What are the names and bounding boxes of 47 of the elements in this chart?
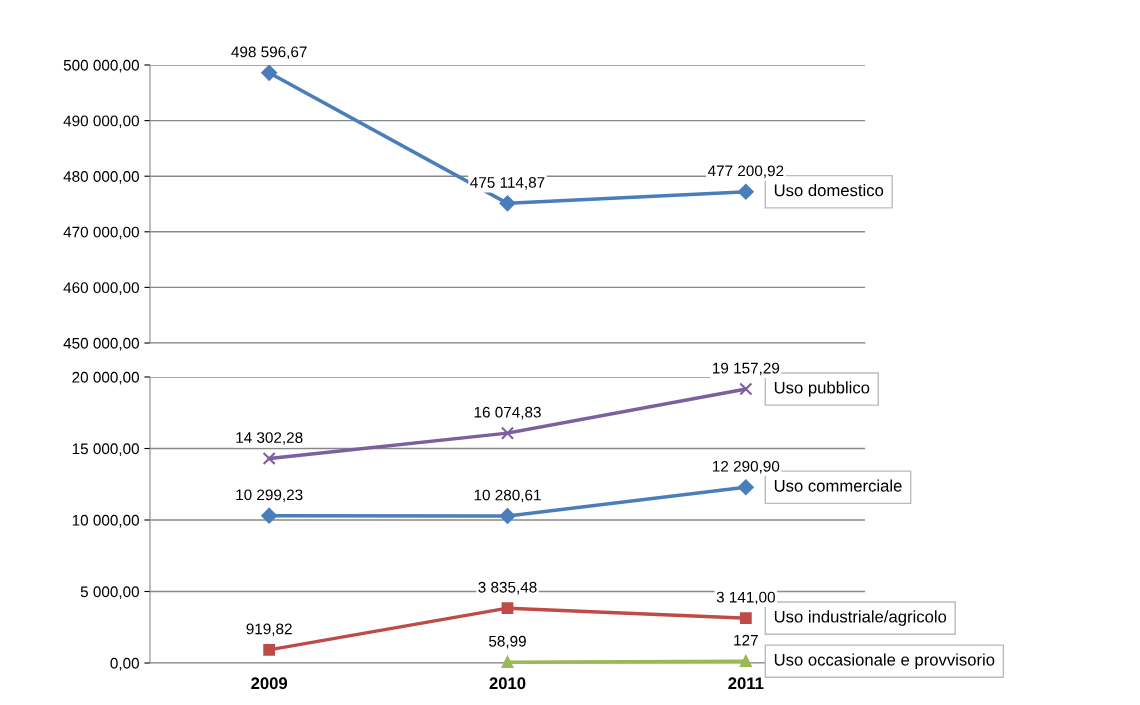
data-label: 498 596,67 bbox=[231, 46, 307, 60]
data-label: 19 157,29 bbox=[713, 362, 780, 376]
data-label: 58,99 bbox=[489, 635, 526, 649]
point bbox=[500, 426, 515, 440]
series-label: Uso occasionale e provvisorio bbox=[774, 653, 995, 669]
series-label: Uso pubblico bbox=[774, 381, 870, 397]
point bbox=[261, 64, 278, 81]
y-tick-label: 450 000,00 bbox=[63, 337, 139, 351]
y-tick-label: 0,00 bbox=[110, 657, 139, 671]
x-tick-label: 2011 bbox=[728, 677, 764, 690]
data-label: 16 074,83 bbox=[474, 406, 541, 420]
data-label: 3 835,48 bbox=[478, 581, 537, 595]
data-label: 919,82 bbox=[246, 623, 292, 637]
y-tick-label: 10 000,00 bbox=[72, 514, 139, 528]
point bbox=[499, 195, 516, 212]
y-tick-label: 470 000,00 bbox=[63, 226, 139, 240]
data-label: 127 bbox=[734, 634, 758, 646]
series-label: Uso commerciale bbox=[774, 479, 902, 492]
point bbox=[499, 508, 516, 524]
point bbox=[501, 656, 514, 669]
point bbox=[261, 507, 278, 524]
data-label: 477 200,92 bbox=[707, 165, 784, 179]
y-tick-label: 15 000,00 bbox=[72, 443, 139, 456]
point bbox=[501, 602, 514, 615]
y-tick-label: 20 000,00 bbox=[72, 371, 139, 385]
y-tick-label: 5 000,00 bbox=[80, 586, 139, 599]
point bbox=[737, 183, 754, 200]
y-tick-label: 490 000,00 bbox=[63, 115, 139, 129]
data-label: 12 290,90 bbox=[713, 460, 780, 474]
data-label: 10 299,23 bbox=[236, 489, 303, 503]
data-label: 10 280,61 bbox=[474, 489, 541, 503]
y-tick-label: 500 000,00 bbox=[63, 59, 139, 73]
point bbox=[262, 451, 276, 466]
series-label: Uso industriale/agricolo bbox=[774, 610, 947, 626]
x-tick-label: 2009 bbox=[251, 677, 288, 690]
point bbox=[739, 655, 752, 668]
point bbox=[739, 612, 752, 624]
y-tick-label: 480 000,00 bbox=[63, 171, 139, 184]
point bbox=[739, 382, 753, 396]
data-label: 14 302,28 bbox=[236, 432, 303, 445]
data-label: 475 114,87 bbox=[470, 177, 545, 190]
series-label: Uso domestico bbox=[774, 183, 884, 197]
x-tick-label: 2010 bbox=[489, 677, 526, 690]
data-label: 3 141,00 bbox=[716, 591, 775, 605]
point bbox=[263, 643, 276, 656]
y-tick-label: 460 000,00 bbox=[63, 282, 139, 295]
point bbox=[737, 479, 754, 496]
